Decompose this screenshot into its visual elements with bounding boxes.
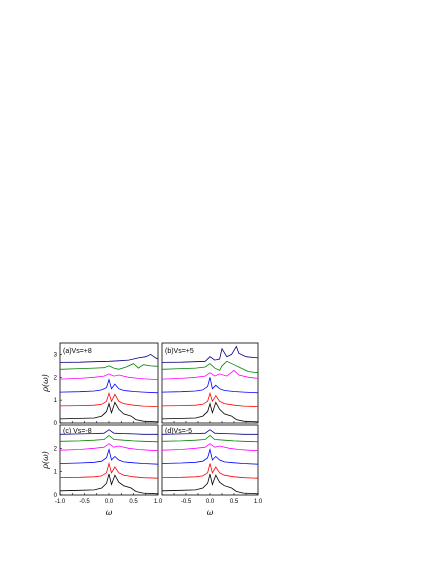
panel-d: (d)Vs=-5 -0.5 0.0 0.5 1.0 ω [161, 424, 263, 517]
panel-d-series-0 [161, 473, 259, 495]
panel-d-xtick-label: 0.0 [206, 499, 215, 505]
panel-b-series-4 [161, 360, 259, 374]
panel-a-ytick-label: 3 [54, 352, 58, 358]
panel-b: (b)Vs=+5 [161, 342, 259, 424]
panel-d-series-3 [161, 443, 259, 452]
panel-a-series-5 [59, 353, 159, 363]
panel-c-xticks: -1.0 -0.5 0.0 0.5 1.0 [55, 499, 163, 505]
panel-b-series-0 [161, 401, 259, 423]
panel-a-ytick-label: 1 [54, 398, 58, 404]
panel-b-series-3 [161, 369, 259, 380]
panel-d-series [161, 429, 259, 495]
panel-a-ytick-label: 0 [54, 421, 58, 427]
panel-d-xtick-label: 0.5 [230, 499, 239, 505]
panel-b-frame [161, 342, 259, 424]
panel-c-series-4 [59, 434, 159, 443]
panel-a-ytick-label: 2 [54, 375, 58, 381]
panel-c-yticks: 0 1 2 [54, 446, 62, 499]
panel-c-ytick-label: 1 [54, 470, 58, 476]
panel-c-xtick-label: 0.0 [105, 499, 114, 505]
panel-c-label: (c) Vs=-8 [63, 428, 92, 435]
panel-a-series-0 [59, 401, 159, 423]
panel-c-series-1 [59, 461, 159, 479]
panel-c-ytick-label: 0 [54, 493, 58, 499]
panel-d-xtick-label: 1.0 [254, 499, 263, 505]
panel-b-series-1 [161, 391, 259, 407]
panel-a-series [59, 353, 159, 423]
panel-d-label: (d)Vs=-5 [165, 428, 192, 435]
panel-c-xtick-label: 1.0 [154, 499, 163, 505]
panel-a-series-4 [59, 363, 159, 370]
panel-d-series-4 [161, 434, 259, 443]
panel-a-ylabel: ρ(ω) [41, 374, 50, 392]
panel-c-xlabel: ω [106, 508, 113, 517]
panel-a-series-3 [59, 373, 159, 380]
panel-c-series-2 [59, 447, 159, 465]
panel-c-ytick-label: 2 [54, 446, 58, 452]
panel-d-xlabel: ω [207, 508, 214, 517]
panel-b-series [161, 345, 259, 423]
panel-c: (c) Vs=-8 0 1 2 -1.0 -0.5 0.0 0.5 1.0 ρ(ω) ω [41, 424, 163, 517]
panel-d-xtick-label: -0.5 [181, 499, 192, 505]
panel-c-series [59, 429, 159, 495]
panel-c-series-0 [59, 473, 159, 495]
panel-a-series-2 [59, 378, 159, 394]
panel-d-series-1 [161, 463, 259, 479]
panel-c-series-3 [59, 443, 159, 452]
panel-b-label: (b)Vs=+5 [165, 348, 194, 355]
panel-d-xticks: -0.5 0.0 0.5 1.0 [181, 499, 263, 505]
panel-a-yticks: 0 1 2 3 [54, 352, 62, 427]
panel-b-series-2 [161, 377, 259, 394]
panel-c-xtick-label: -1.0 [55, 499, 66, 505]
panel-c-xtick-label: -0.5 [79, 499, 90, 505]
panel-c-xtick-label: 0.5 [129, 499, 138, 505]
panel-a-label: (a)Vs=+8 [63, 348, 92, 355]
panel-a: (a)Vs=+8 0 1 2 3 ρ(ω) [41, 342, 159, 427]
panel-d-series-2 [161, 447, 259, 465]
panel-b-series-5 [161, 345, 259, 363]
panel-d-series-5 [161, 429, 258, 435]
panel-a-series-1 [59, 391, 159, 407]
panel-c-ylabel: ρ(ω) [41, 451, 50, 469]
panel-a-frame [59, 342, 159, 424]
panel-c-series-5 [59, 429, 158, 435]
